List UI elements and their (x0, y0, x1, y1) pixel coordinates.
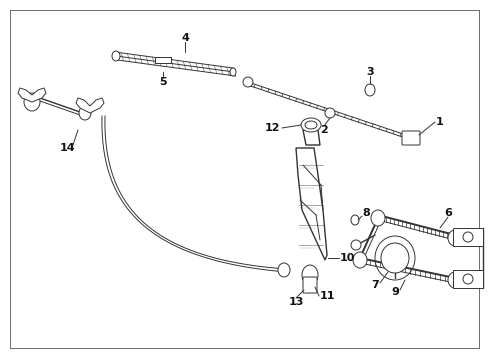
Text: 2: 2 (320, 125, 327, 135)
Text: 10: 10 (339, 253, 355, 263)
FancyBboxPatch shape (303, 277, 316, 293)
Text: 12: 12 (264, 123, 280, 133)
Text: 5: 5 (159, 77, 166, 87)
Ellipse shape (350, 240, 360, 250)
Ellipse shape (305, 121, 316, 129)
Ellipse shape (352, 252, 366, 268)
Text: 4: 4 (181, 33, 188, 43)
FancyBboxPatch shape (452, 270, 482, 288)
Polygon shape (303, 130, 319, 145)
Polygon shape (295, 148, 326, 260)
FancyBboxPatch shape (452, 228, 482, 246)
Ellipse shape (462, 232, 472, 242)
Ellipse shape (24, 93, 40, 111)
Ellipse shape (370, 210, 384, 226)
Text: 1: 1 (435, 117, 443, 127)
Ellipse shape (350, 215, 358, 225)
Text: 11: 11 (319, 291, 335, 301)
Bar (155, 57, 171, 63)
Text: 7: 7 (370, 280, 378, 290)
Ellipse shape (374, 236, 414, 280)
Ellipse shape (112, 51, 120, 61)
Ellipse shape (447, 272, 461, 288)
Ellipse shape (325, 108, 334, 118)
Ellipse shape (229, 68, 236, 76)
Text: 8: 8 (361, 208, 369, 218)
Ellipse shape (302, 265, 317, 285)
Ellipse shape (301, 118, 320, 132)
FancyBboxPatch shape (401, 131, 419, 145)
Ellipse shape (79, 106, 91, 120)
Ellipse shape (364, 84, 374, 96)
Text: 13: 13 (288, 297, 303, 307)
Polygon shape (18, 88, 46, 102)
Text: 9: 9 (390, 287, 398, 297)
Polygon shape (76, 98, 104, 113)
Ellipse shape (278, 263, 289, 277)
Ellipse shape (462, 274, 472, 284)
Text: 6: 6 (443, 208, 451, 218)
Text: 14: 14 (60, 143, 76, 153)
Text: 3: 3 (366, 67, 373, 77)
Ellipse shape (380, 243, 408, 273)
Ellipse shape (447, 230, 461, 246)
Ellipse shape (243, 77, 252, 87)
